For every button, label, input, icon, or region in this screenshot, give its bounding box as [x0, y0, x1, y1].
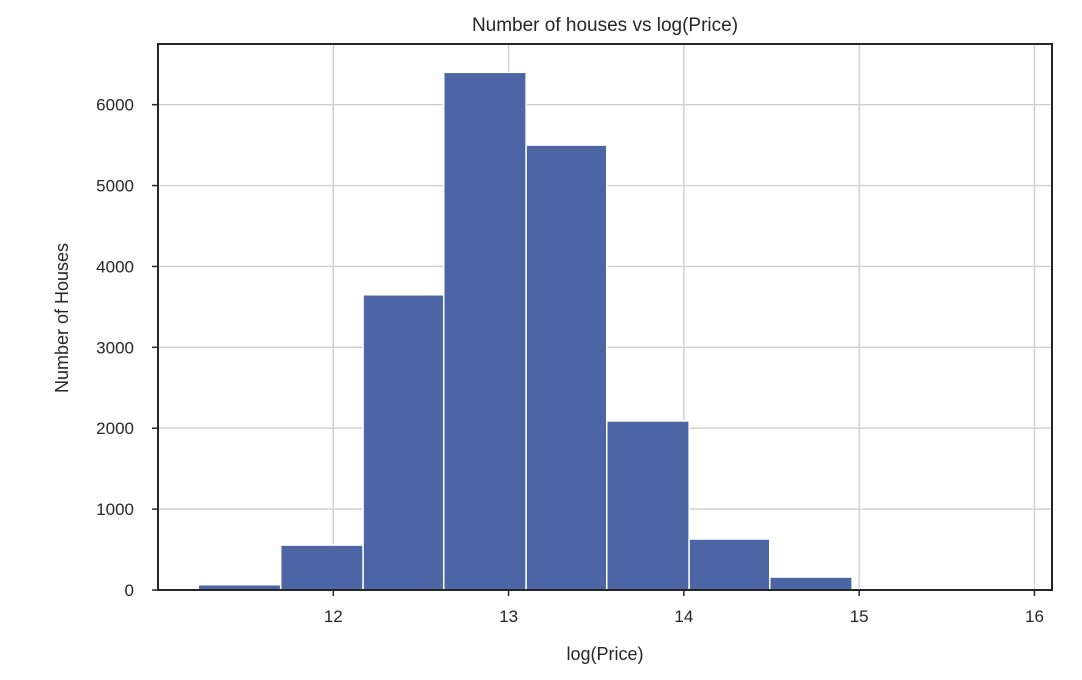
- x-axis-label: log(Price): [566, 644, 643, 664]
- x-tick-label: 16: [1025, 607, 1044, 626]
- x-tick-label: 14: [674, 607, 693, 626]
- y-tick-label: 3000: [96, 338, 134, 357]
- histogram-bar: [525, 144, 608, 591]
- histogram-bar: [688, 538, 771, 591]
- histogram-bar: [362, 294, 445, 591]
- y-tick-label: 5000: [96, 177, 134, 196]
- y-axis-label: Number of Houses: [52, 243, 72, 393]
- y-tick-label: 6000: [96, 96, 134, 115]
- x-axis-ticks: 12 13 14 15 16: [324, 590, 1044, 626]
- chart-title: Number of houses vs log(Price): [472, 15, 738, 36]
- y-tick-label: 0: [125, 581, 134, 600]
- histogram-bar: [769, 576, 853, 591]
- x-tick-label: 15: [850, 607, 869, 626]
- histogram-bar: [442, 71, 527, 591]
- histogram-bar: [606, 420, 690, 591]
- y-tick-label: 4000: [96, 257, 134, 276]
- x-tick-label: 13: [499, 607, 518, 626]
- plot-frame: [157, 43, 1053, 591]
- x-tick-label: 12: [324, 607, 343, 626]
- y-axis-ticks: 0 1000 2000 3000 4000 5000 6000: [96, 96, 158, 600]
- y-tick-label: 1000: [96, 500, 134, 519]
- y-tick-label: 2000: [96, 419, 134, 438]
- histogram-bar: [279, 544, 364, 591]
- bars: [197, 71, 1016, 591]
